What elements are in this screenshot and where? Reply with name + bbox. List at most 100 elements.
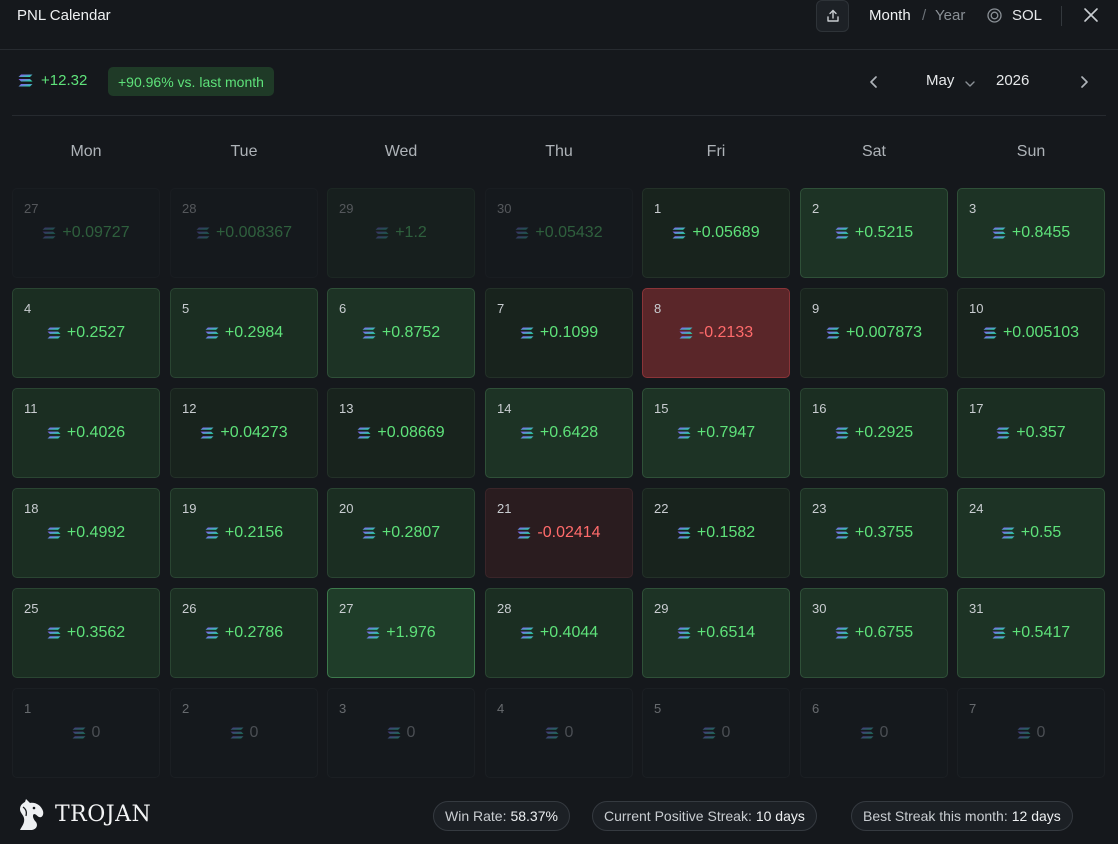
solana-icon: [47, 627, 61, 639]
day-pnl-value: 0: [879, 724, 889, 741]
calendar-day-cell[interactable]: 10 +0.005103: [957, 288, 1105, 378]
best-streak-label: Best Streak this month:: [863, 808, 1008, 824]
calendar-day-cell[interactable]: 28 +0.4044: [485, 588, 633, 678]
calendar-day-cell[interactable]: 26 +0.2786: [170, 588, 318, 678]
calendar-day-cell[interactable]: 27 +1.976: [327, 588, 475, 678]
calendar-day-cell[interactable]: 23 +0.3755: [800, 488, 948, 578]
solana-icon: [983, 327, 997, 339]
calendar-day-cell[interactable]: 8 -0.2133: [642, 288, 790, 378]
calendar-day-cell[interactable]: 2 +0.5215: [800, 188, 948, 278]
calendar-day-cell[interactable]: 24 +0.55: [957, 488, 1105, 578]
day-pnl: +0.4026: [13, 424, 159, 442]
day-number: 18: [24, 501, 39, 516]
month-select[interactable]: May: [926, 72, 955, 89]
calendar-day-cell[interactable]: 17 +0.357: [957, 388, 1105, 478]
calendar-day-cell[interactable]: 4 +0.2527: [12, 288, 160, 378]
calendar-day-cell[interactable]: 6 +0.8752: [327, 288, 475, 378]
day-pnl: +0.09727: [13, 224, 159, 242]
solana-icon: [992, 627, 1006, 639]
day-number: 27: [339, 601, 354, 616]
calendar-day-cell[interactable]: 21 -0.02414: [485, 488, 633, 578]
day-pnl-value: +0.2984: [224, 324, 284, 341]
view-toggle-month[interactable]: Month: [869, 7, 911, 24]
solana-icon: [826, 327, 840, 339]
day-pnl-value: +0.2156: [224, 524, 284, 541]
calendar-day-cell[interactable]: 30 +0.6755: [800, 588, 948, 678]
calendar-day-cell[interactable]: 22 +0.1582: [642, 488, 790, 578]
calendar-day-cell[interactable]: 11 +0.4026: [12, 388, 160, 478]
calendar-day-cell[interactable]: 19 +0.2156: [170, 488, 318, 578]
calendar-day-cell[interactable]: 7 +0.1099: [485, 288, 633, 378]
close-icon: [1084, 8, 1098, 22]
close-button[interactable]: [1082, 6, 1100, 24]
day-pnl-value: +0.357: [1016, 424, 1066, 441]
solana-icon: [47, 427, 61, 439]
day-pnl-value: +0.5215: [854, 224, 914, 241]
best-streak-pill: Best Streak this month: 12 days: [851, 801, 1073, 831]
year-select[interactable]: 2026: [996, 72, 1030, 89]
day-pnl-value: +0.5417: [1011, 624, 1071, 641]
calendar-day-cell[interactable]: 12 +0.04273: [170, 388, 318, 478]
chevron-down-icon[interactable]: [964, 76, 976, 87]
solana-icon: [42, 227, 56, 239]
calendar-day-cell[interactable]: 5 +0.2984: [170, 288, 318, 378]
calendar-day-cell[interactable]: 13 +0.08669: [327, 388, 475, 478]
calendar-day-cell[interactable]: 15 +0.7947: [642, 388, 790, 478]
day-pnl-value: 0: [406, 724, 416, 741]
next-month-button[interactable]: [1076, 73, 1092, 91]
calendar-day-cell[interactable]: 14 +0.6428: [485, 388, 633, 478]
calendar-day-cell[interactable]: 9 +0.007873: [800, 288, 948, 378]
currency-coin-icon[interactable]: [987, 8, 1002, 23]
calendar-day-cell[interactable]: 20 +0.2807: [327, 488, 475, 578]
day-pnl: +1.976: [328, 624, 474, 642]
calendar-day-cell[interactable]: 3 +0.8455: [957, 188, 1105, 278]
solana-icon: [72, 727, 86, 739]
solana-icon: [196, 227, 210, 239]
weekday-label: Sun: [1016, 143, 1046, 160]
day-pnl: +0.008367: [171, 224, 317, 242]
calendar-day-cell[interactable]: 29 +0.6514: [642, 588, 790, 678]
calendar-day-cell[interactable]: 16 +0.2925: [800, 388, 948, 478]
previous-month-button[interactable]: [866, 73, 882, 91]
day-pnl-value: +0.4992: [66, 524, 126, 541]
day-number: 14: [497, 401, 512, 416]
view-toggle-year[interactable]: Year: [935, 7, 966, 24]
calendar-day-cell[interactable]: 31 +0.5417: [957, 588, 1105, 678]
share-button[interactable]: [816, 0, 849, 32]
solana-icon: [18, 74, 33, 92]
calendar-day-cell[interactable]: 27 +0.09727: [12, 188, 160, 278]
calendar-day-cell[interactable]: 29 +1.2: [327, 188, 475, 278]
calendar-day-cell[interactable]: 28 +0.008367: [170, 188, 318, 278]
calendar-day-cell[interactable]: 30 +0.05432: [485, 188, 633, 278]
day-number: 28: [182, 201, 197, 216]
day-pnl: 0: [171, 724, 317, 742]
solana-icon: [520, 327, 534, 339]
solana-icon: [517, 527, 531, 539]
currency-selector[interactable]: SOL: [1012, 7, 1043, 24]
day-pnl-value: +0.008367: [215, 224, 293, 241]
solana-icon: [520, 627, 534, 639]
day-pnl-value: +0.2925: [854, 424, 914, 441]
view-toggle-separator: /: [922, 7, 927, 24]
solana-icon: [677, 527, 691, 539]
day-pnl-value: +0.6428: [539, 424, 599, 441]
day-pnl: +0.08669: [328, 424, 474, 442]
day-pnl: +0.8455: [958, 224, 1104, 242]
day-number: 2: [812, 201, 820, 216]
day-number: 31: [969, 601, 984, 616]
solana-icon: [375, 227, 389, 239]
calendar-day-cell[interactable]: 1 +0.05689: [642, 188, 790, 278]
day-pnl: +0.2807: [328, 524, 474, 542]
day-pnl: +0.1582: [643, 524, 789, 542]
calendar-day-cell[interactable]: 25 +0.3562: [12, 588, 160, 678]
day-number: 1: [24, 701, 32, 716]
day-pnl: +0.7947: [643, 424, 789, 442]
calendar-day-cell[interactable]: 18 +0.4992: [12, 488, 160, 578]
